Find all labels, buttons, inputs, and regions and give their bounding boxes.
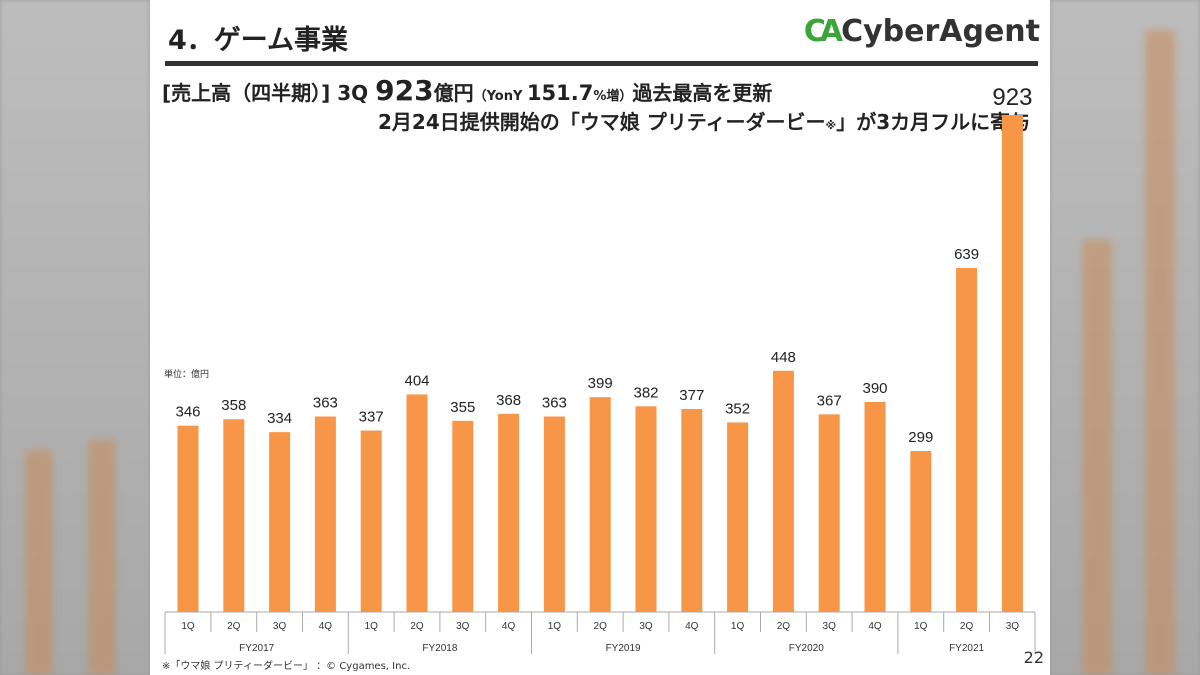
quarter-tick-label: 2Q bbox=[594, 621, 608, 632]
footnote: ※「ウマ娘 プリティーダービー」 ：© Cygames, Inc. bbox=[162, 661, 411, 672]
quarter-tick-label: 3Q bbox=[273, 621, 287, 632]
bar bbox=[543, 416, 565, 612]
bar bbox=[314, 416, 336, 612]
headline: [売上高（四半期）] 3Q 923億円（YonY 151.7%増）過去最高を更新 bbox=[162, 74, 772, 107]
blurred-background-right bbox=[1050, 0, 1200, 675]
bar bbox=[223, 419, 245, 612]
data-label: 299 bbox=[908, 429, 933, 446]
ca-logo-icon: CA bbox=[803, 14, 843, 49]
yoy-open: （YonY bbox=[473, 89, 527, 104]
bar bbox=[589, 397, 611, 612]
quarter-tick-label: 4Q bbox=[502, 621, 516, 632]
headline-prefix: [売上高（四半期）] 3Q bbox=[162, 81, 376, 105]
bar bbox=[1001, 115, 1023, 612]
data-label: 448 bbox=[771, 349, 796, 366]
data-label: 334 bbox=[267, 410, 292, 427]
bar bbox=[452, 420, 474, 612]
quarter-tick-label: 3Q bbox=[823, 621, 837, 632]
bar bbox=[956, 267, 978, 612]
data-label: 390 bbox=[862, 380, 887, 397]
fiscal-year-label: FY2018 bbox=[422, 643, 457, 654]
headline-unit: 億円 bbox=[433, 81, 474, 105]
bar bbox=[818, 414, 840, 612]
bar bbox=[910, 451, 932, 612]
subheadline-mark: ※ bbox=[825, 119, 837, 132]
data-label: 368 bbox=[496, 392, 521, 409]
quarter-tick-label: 1Q bbox=[365, 621, 379, 632]
quarter-tick-label: 3Q bbox=[639, 621, 653, 632]
quarter-tick-label: 1Q bbox=[914, 621, 928, 632]
data-label: 367 bbox=[817, 392, 842, 409]
bar bbox=[406, 394, 428, 612]
yoy-close: ） bbox=[619, 89, 633, 104]
data-label: 346 bbox=[175, 404, 200, 421]
slide-title: 4．ゲーム事業 bbox=[168, 25, 348, 56]
data-label: 399 bbox=[588, 375, 613, 392]
logo-text: CyberAgent bbox=[841, 14, 1040, 49]
data-label: 404 bbox=[404, 372, 429, 389]
quarter-tick-label: 2Q bbox=[777, 621, 791, 632]
data-label: 352 bbox=[725, 400, 750, 417]
headline-value: 923 bbox=[375, 74, 434, 107]
data-label: 337 bbox=[359, 409, 384, 426]
subheadline: 2月24日提供開始の「ウマ娘 プリティーダービー※」が3カ月フルに寄与 bbox=[378, 106, 1030, 135]
yoy-value: 151.7 bbox=[526, 81, 594, 105]
title-divider bbox=[165, 61, 1038, 66]
data-label: 377 bbox=[679, 387, 704, 404]
bar-chart: 346 1Q 358 2Q 334 3Q 363 4Q FY2017 337 1Q 404 2Q 355 3… bbox=[164, 84, 1036, 654]
data-label: 382 bbox=[633, 384, 658, 401]
bar bbox=[635, 406, 657, 612]
bar bbox=[177, 425, 199, 612]
cyberagent-logo: CA CyberAgent bbox=[804, 14, 1040, 49]
quarter-tick-label: 4Q bbox=[685, 621, 699, 632]
data-label: 355 bbox=[450, 399, 475, 416]
data-label: 358 bbox=[221, 397, 246, 414]
quarter-tick-label: 3Q bbox=[456, 621, 470, 632]
data-label: 363 bbox=[313, 395, 338, 412]
fiscal-year-label: FY2019 bbox=[606, 643, 641, 654]
subheadline-text2: 」が3カ月フルに寄与 bbox=[836, 110, 1031, 134]
bar bbox=[498, 413, 520, 612]
background-ghost-bar bbox=[1082, 240, 1112, 675]
data-label: 363 bbox=[542, 395, 567, 412]
fiscal-year-label: FY2021 bbox=[949, 643, 984, 654]
page-number: 22 bbox=[1023, 648, 1044, 667]
data-label: 923 bbox=[992, 84, 1032, 111]
bar bbox=[727, 422, 749, 612]
fiscal-year-label: FY2020 bbox=[789, 643, 824, 654]
quarter-tick-label: 1Q bbox=[548, 621, 562, 632]
quarter-tick-label: 2Q bbox=[227, 621, 241, 632]
bar bbox=[360, 430, 382, 612]
bar bbox=[681, 409, 703, 612]
headline-suffix: 過去最高を更新 bbox=[632, 81, 773, 105]
quarter-tick-label: 4Q bbox=[868, 621, 882, 632]
bar bbox=[864, 402, 886, 612]
data-label: 639 bbox=[954, 246, 979, 263]
unit-label: 単位：億円 bbox=[164, 370, 210, 380]
subheadline-text1: 2月24日提供開始の「ウマ娘 プリティーダービー bbox=[378, 110, 826, 134]
fiscal-year-label: FY2017 bbox=[239, 643, 274, 654]
quarter-tick-label: 1Q bbox=[181, 621, 195, 632]
bar bbox=[269, 432, 291, 612]
quarter-tick-label: 4Q bbox=[319, 621, 333, 632]
quarter-tick-label: 2Q bbox=[960, 621, 974, 632]
quarter-tick-label: 2Q bbox=[410, 621, 424, 632]
blurred-background-left bbox=[0, 0, 150, 675]
quarter-tick-label: 3Q bbox=[1006, 621, 1020, 632]
quarter-tick-label: 1Q bbox=[731, 621, 745, 632]
yoy-unit: %増 bbox=[593, 89, 620, 104]
bar bbox=[772, 370, 794, 612]
background-ghost-bar bbox=[1145, 30, 1175, 675]
background-ghost-bar bbox=[25, 450, 53, 675]
background-ghost-bar bbox=[88, 440, 116, 675]
slide: 4．ゲーム事業 CA CyberAgent [売上高（四半期）] 3Q 923億… bbox=[150, 0, 1050, 675]
